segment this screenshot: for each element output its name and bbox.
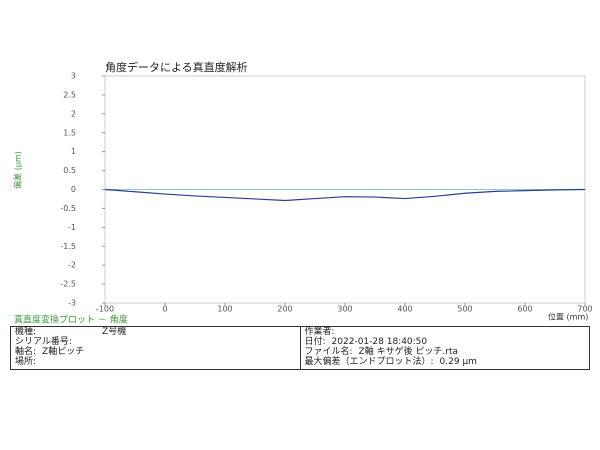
info-row: 作業者: <box>305 327 586 337</box>
y-tick-label: -0.5 <box>60 204 76 213</box>
chart: 角度データによる真直度解析 偏差 (μm) 位置 (mm) 真直度変換プロット … <box>13 60 593 326</box>
y-tick-label: 2.5 <box>63 90 76 99</box>
y-tick-label: -2.5 <box>60 280 76 289</box>
info-label: 日付: <box>304 337 326 347</box>
info-left: 機種: Z号機シリアル番号: 軸名: Z軸ピッチ 場所: <box>11 327 300 369</box>
chart-title: 角度データによる真直度解析 <box>105 60 248 74</box>
y-tick-label: 3 <box>71 72 76 81</box>
info-row: 機種: Z号機 <box>15 327 296 337</box>
x-axis-label: 位置 (mm) <box>548 312 588 322</box>
x-tick-label: 200 <box>277 305 292 314</box>
info-label: シリアル番号: <box>15 337 72 347</box>
x-tick-label: -100 <box>96 305 114 314</box>
x-tick-label: 400 <box>397 305 412 314</box>
y-tick-label: -1.5 <box>60 242 76 251</box>
info-row: シリアル番号: <box>15 337 296 347</box>
info-row: 軸名: Z軸ピッチ <box>15 347 296 357</box>
info-label: 機種: <box>15 327 37 337</box>
info-label: 最大偏差（エンドプロット法）: <box>304 357 434 367</box>
y-tick-label: 0 <box>71 185 76 194</box>
data-line <box>104 188 586 202</box>
info-row: 最大偏差（エンドプロット法）: 0.29 μm <box>305 357 586 367</box>
info-label: 作業者: <box>304 327 335 337</box>
y-tick-label: -1 <box>68 223 76 232</box>
x-tick-label: 100 <box>217 305 232 314</box>
info-value: Z軸 キサゲ後 ピッチ.rta <box>358 347 459 357</box>
info-value: Z軸ピッチ <box>42 347 85 357</box>
x-tick-label: 600 <box>517 305 532 314</box>
info-value: Z号機 <box>102 327 127 337</box>
info-label: ファイル名: <box>304 347 353 357</box>
y-axis-label: 偏差 (μm) <box>13 151 23 189</box>
info-right: 作業者: 日付: 2022-01-28 18:40:50 ファイル名: Z軸 キサゲ後 … <box>299 327 590 369</box>
info-label: 軸名: <box>15 347 37 357</box>
info-value: 2022-01-28 18:40:50 <box>331 337 428 347</box>
info-table: 機種: Z号機シリアル番号: 軸名: Z軸ピッチ 場所: 作業者: 日付: 2022-01-… <box>10 326 590 370</box>
y-tick-label: -2 <box>68 261 76 270</box>
plot-caption: 真直度変換プロット － 角度 <box>14 314 128 326</box>
y-tick-label: 1.5 <box>63 128 76 137</box>
y-tick-label: 2 <box>71 109 76 118</box>
info-row: ファイル名: Z軸 キサゲ後 ピッチ.rta <box>305 347 586 357</box>
x-tick-label: 500 <box>457 305 472 314</box>
y-tick-label: 0.5 <box>63 166 76 175</box>
x-tick-label: 300 <box>337 305 352 314</box>
x-tick-label: 700 <box>577 305 592 314</box>
info-value: 0.29 μm <box>439 357 477 367</box>
info-row: 場所: <box>15 357 296 367</box>
y-tick-label: -3 <box>68 299 76 308</box>
x-tick-label: 0 <box>162 305 167 314</box>
y-tick-label: 1 <box>71 147 76 156</box>
info-label: 場所: <box>15 357 37 367</box>
info-row: 日付: 2022-01-28 18:40:50 <box>305 337 586 347</box>
